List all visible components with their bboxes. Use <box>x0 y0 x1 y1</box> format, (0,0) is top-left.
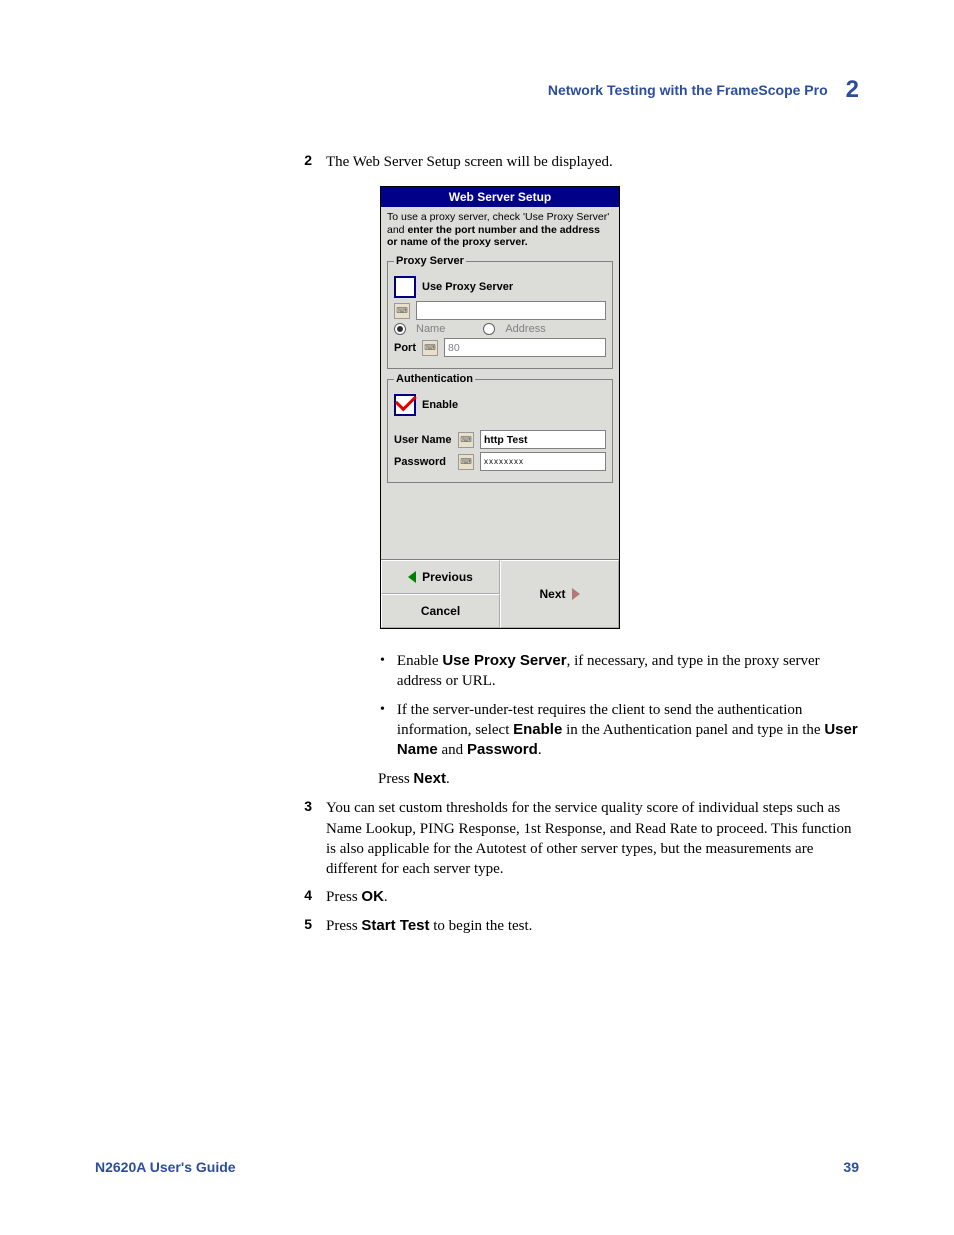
previous-button-label: Previous <box>422 570 473 584</box>
chapter-number: 2 <box>846 76 859 104</box>
web-server-setup-screenshot: Web Server Setup To use a proxy server, … <box>380 186 620 629</box>
keyboard-icon[interactable]: ⌨ <box>458 454 474 470</box>
next-button-label: Next <box>539 587 565 601</box>
bold-term: Start Test <box>361 917 429 934</box>
enable-auth-checkbox[interactable] <box>394 394 416 416</box>
username-label: User Name <box>394 434 452 446</box>
page-footer: N2620A User's Guide 39 <box>95 1159 859 1175</box>
screenshot-titlebar: Web Server Setup <box>381 187 619 207</box>
password-label: Password <box>394 456 452 468</box>
list-item: • If the server-under-test requires the … <box>380 700 860 761</box>
bold-term: OK <box>361 888 384 905</box>
step-number: 3 <box>300 798 312 879</box>
screenshot-button-bar: Previous Cancel Next <box>381 559 619 628</box>
footer-guide-name: N2620A User's Guide <box>95 1159 236 1175</box>
bold-term: Enable <box>513 721 562 738</box>
step-4: 4 Press OK. <box>300 887 860 907</box>
footer-page-number: 39 <box>843 1159 859 1175</box>
port-field[interactable]: 80 <box>444 338 606 357</box>
txt: Press <box>326 889 361 905</box>
enable-auth-label: Enable <box>422 399 458 411</box>
port-label: Port <box>394 342 416 354</box>
username-field[interactable]: http Test <box>480 430 606 449</box>
screenshot-instructions: To use a proxy server, check 'Use Proxy … <box>387 211 613 249</box>
bold-term: Password <box>467 741 538 758</box>
cancel-button[interactable]: Cancel <box>381 594 500 628</box>
step-3: 3 You can set custom thresholds for the … <box>300 798 860 879</box>
section-title: Network Testing with the FrameScope Pro <box>548 82 828 98</box>
txt: Press <box>378 771 413 787</box>
list-item: • Enable Use Proxy Server, if necessary,… <box>380 651 860 692</box>
bullet-text: If the server-under-test requires the cl… <box>397 700 860 761</box>
authentication-group: Authentication Enable User Name ⌨ http T… <box>387 373 613 483</box>
proxy-address-field[interactable] <box>416 301 606 320</box>
next-button[interactable]: Next <box>500 560 619 628</box>
spacer <box>387 487 613 557</box>
txt: . <box>384 889 388 905</box>
keyboard-icon[interactable]: ⌨ <box>394 303 410 319</box>
previous-button[interactable]: Previous <box>381 560 500 594</box>
name-radio-label: Name <box>416 323 445 335</box>
bullet-list: • Enable Use Proxy Server, if necessary,… <box>380 651 860 760</box>
password-field[interactable]: xxxxxxxx <box>480 452 606 471</box>
step-text: You can set custom thresholds for the se… <box>326 798 860 879</box>
bullet-icon: • <box>380 651 385 692</box>
txt: . <box>538 742 542 758</box>
step-text: The Web Server Setup screen will be disp… <box>326 152 860 172</box>
main-content: 2 The Web Server Setup screen will be di… <box>300 152 860 944</box>
address-radio-label: Address <box>505 323 545 335</box>
running-header: Network Testing with the FrameScope Pro … <box>548 76 859 104</box>
address-radio[interactable] <box>483 323 495 335</box>
step-number: 5 <box>300 916 312 936</box>
arrow-right-icon <box>572 588 580 600</box>
screenshot-body: To use a proxy server, check 'Use Proxy … <box>381 207 619 559</box>
name-radio[interactable] <box>394 323 406 335</box>
bullet-icon: • <box>380 700 385 761</box>
txt: . <box>446 771 450 787</box>
step-text: Press Start Test to begin the test. <box>326 916 860 936</box>
proxy-legend: Proxy Server <box>394 255 466 267</box>
use-proxy-label: Use Proxy Server <box>422 281 513 293</box>
keyboard-icon[interactable]: ⌨ <box>458 432 474 448</box>
arrow-left-icon <box>408 571 416 583</box>
instr-bold: enter the port number and the address or… <box>387 224 600 249</box>
auth-legend: Authentication <box>394 373 475 385</box>
step-text: Press OK. <box>326 887 860 907</box>
proxy-server-group: Proxy Server Use Proxy Server ⌨ Name Add… <box>387 255 613 369</box>
step-number: 4 <box>300 887 312 907</box>
txt: to begin the test. <box>430 918 533 934</box>
step-5: 5 Press Start Test to begin the test. <box>300 916 860 936</box>
bold-term: Use Proxy Server <box>442 652 566 669</box>
txt: in the Authentication panel and type in … <box>562 722 824 738</box>
bold-term: Next <box>413 770 446 787</box>
step-number: 2 <box>300 152 312 172</box>
txt: and <box>438 742 467 758</box>
cancel-button-label: Cancel <box>421 604 460 618</box>
step-2: 2 The Web Server Setup screen will be di… <box>300 152 860 172</box>
keyboard-icon[interactable]: ⌨ <box>422 340 438 356</box>
txt: Enable <box>397 653 442 669</box>
bullet-text: Enable Use Proxy Server, if necessary, a… <box>397 651 860 692</box>
use-proxy-checkbox[interactable] <box>394 276 416 298</box>
txt: Press <box>326 918 361 934</box>
press-next-line: Press Next. <box>378 770 860 788</box>
